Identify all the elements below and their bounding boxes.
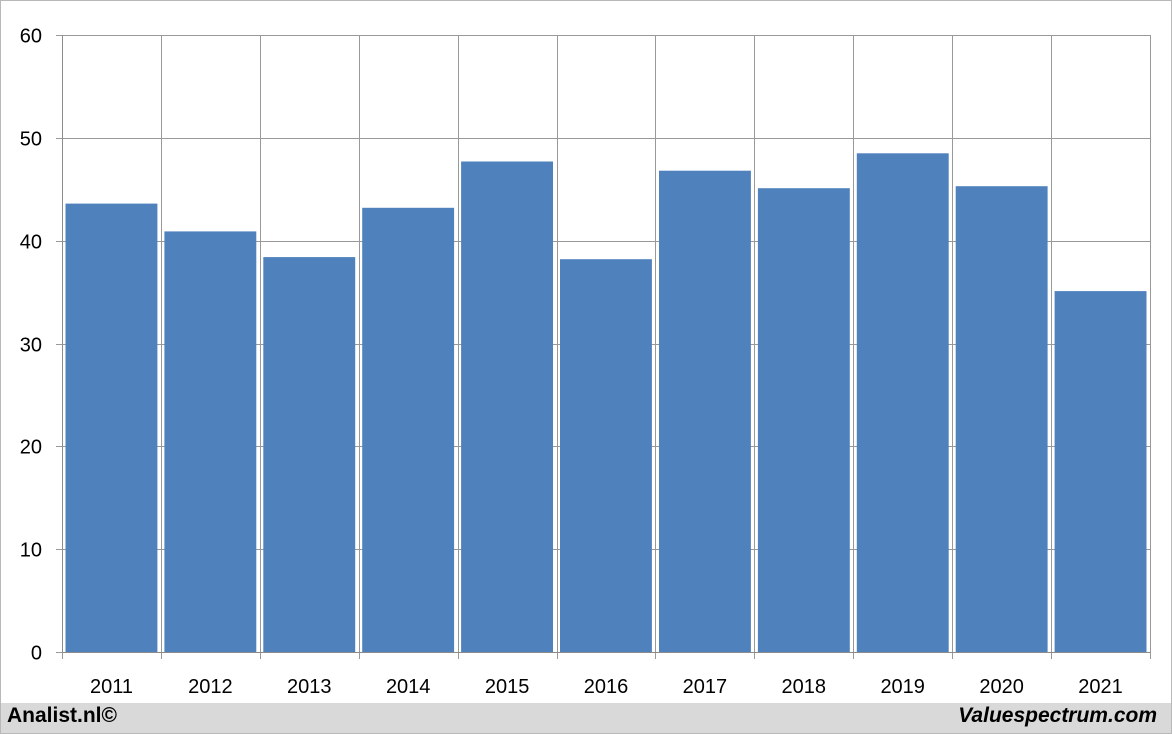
x-tick-label: 2019 [880,676,925,698]
x-tick-label: 2013 [287,676,332,698]
bar-2018 [757,188,850,652]
bar-2017 [659,170,751,652]
bar-2011 [65,203,158,652]
bar-2021 [1054,291,1147,652]
bar-2016 [560,259,652,652]
bars [65,153,1147,653]
bar-2020 [955,186,1048,652]
x-tick-label: 2020 [979,676,1024,698]
x-tick-label: 2014 [386,676,431,698]
bar-2019 [856,153,949,653]
y-tick-labels: 0 10 20 30 40 50 60 [20,26,42,665]
x-tick-label: 2018 [782,676,827,698]
y-tick-label: 60 [20,26,42,48]
x-tick-label: 2011 [90,676,133,698]
y-tick-label: 20 [20,437,42,459]
y-tick-label: 0 [31,643,42,665]
y-tick-label: 40 [20,232,42,254]
x-tick-label: 2016 [584,676,629,698]
bar-2015 [461,161,553,652]
axes [56,35,1151,659]
bar-2014 [362,207,455,653]
y-tick-label: 10 [20,540,42,562]
x-tick-labels: 2011 2012 2013 2014 2015 2016 2017 2018 2019 2020… [90,676,1123,698]
y-tick-label: 50 [20,129,42,151]
x-tick-label: 2012 [188,676,233,698]
y-tick-label: 30 [20,335,42,357]
bar-2013 [263,257,356,652]
footer-brand-left: Analist.nl© [7,704,117,727]
x-tick-label: 2015 [485,676,530,698]
bar-2012 [164,231,257,652]
x-tick-label: 2017 [683,676,728,698]
grid-lines [62,35,1151,653]
footer-bar: Analist.nl© Valuespectrum.com [1,703,1171,733]
x-tick-label: 2021 [1078,676,1123,698]
footer-brand-right: Valuespectrum.com [958,704,1157,727]
